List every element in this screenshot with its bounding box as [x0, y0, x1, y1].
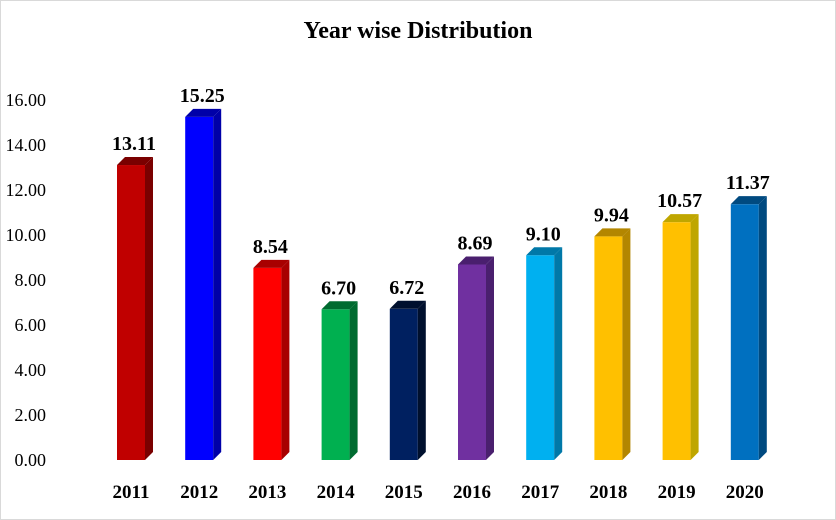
- bar-top: [730, 196, 767, 205]
- data-label: 9.94: [594, 204, 629, 226]
- bar-side: [213, 108, 222, 460]
- bar-side: [690, 214, 699, 460]
- y-tick-label: 12.00: [6, 180, 47, 200]
- bar-2011: [117, 157, 153, 460]
- bar-top: [321, 301, 358, 310]
- data-label: 6.70: [321, 277, 356, 299]
- bar-top: [458, 256, 494, 265]
- x-tick-label: 2013: [248, 482, 286, 503]
- bar-top: [389, 300, 426, 309]
- bar-top: [526, 247, 563, 256]
- bar-front: [117, 165, 145, 460]
- bars: [117, 108, 767, 461]
- bar-side: [145, 157, 153, 460]
- bar-top: [594, 228, 631, 237]
- y-tick-label: 2.00: [15, 405, 47, 425]
- x-tick-label: 2015: [385, 482, 423, 503]
- x-axis: 2011 2012 2013 2014 2015 2016 2017 2018 2019 2020: [113, 482, 764, 503]
- bar-front: [730, 204, 759, 460]
- bar-top: [662, 214, 699, 223]
- bar-top: [185, 108, 222, 117]
- bar-side: [281, 259, 290, 460]
- bar-2012: [185, 108, 222, 460]
- y-tick-label: 8.00: [15, 270, 47, 290]
- y-tick-label: 0.00: [15, 450, 47, 470]
- bar-2018: [594, 228, 631, 460]
- bar-side: [486, 256, 494, 460]
- data-label: 8.69: [458, 232, 493, 254]
- bar-side: [417, 300, 426, 460]
- data-label: 9.10: [526, 223, 561, 245]
- x-tick-label: 2014: [317, 482, 356, 503]
- bar-2014: [321, 301, 358, 460]
- bar-front: [662, 222, 691, 460]
- x-tick-label: 2018: [589, 482, 627, 503]
- bar-2015: [389, 300, 426, 460]
- data-label: 15.25: [180, 85, 225, 107]
- data-label: 10.57: [657, 190, 702, 212]
- bar-front: [321, 309, 350, 460]
- bar-2017: [526, 247, 563, 460]
- x-tick-label: 2019: [658, 482, 696, 503]
- bar-front: [526, 255, 555, 460]
- bar-2013: [253, 259, 290, 460]
- x-tick-label: 2020: [726, 482, 764, 503]
- chart-title: Year wise Distribution: [303, 18, 533, 44]
- x-tick-label: 2011: [113, 482, 150, 503]
- bar-2016: [458, 256, 494, 460]
- data-labels: 13.11 15.25 8.54 6.70 6.72 8.69 9.10 9.94 10.57 1…: [112, 85, 770, 299]
- y-tick-label: 4.00: [15, 360, 47, 380]
- y-tick-label: 14.00: [6, 135, 47, 155]
- bar-top: [117, 157, 153, 166]
- x-tick-label: 2016: [453, 482, 491, 503]
- x-tick-label: 2012: [180, 482, 218, 503]
- bar-side: [622, 228, 631, 460]
- bar-front: [458, 264, 486, 460]
- bar-front: [389, 308, 418, 460]
- y-tick-label: 10.00: [6, 225, 47, 245]
- data-label: 11.37: [726, 172, 770, 194]
- bar-side: [349, 301, 358, 460]
- bar-side: [554, 247, 563, 460]
- x-tick-label: 2017: [521, 482, 560, 503]
- y-tick-label: 6.00: [15, 315, 47, 335]
- bar-front: [185, 116, 214, 460]
- bar-2020: [730, 196, 767, 461]
- y-tick-label: 16.00: [6, 90, 47, 110]
- data-label: 8.54: [253, 236, 288, 258]
- data-label: 13.11: [112, 133, 156, 155]
- bar-2019: [662, 214, 699, 460]
- bar-side: [758, 196, 767, 461]
- data-label: 6.72: [389, 277, 424, 299]
- bar-front: [253, 267, 282, 460]
- bar-top: [253, 259, 290, 268]
- y-axis: 0.00 2.00 4.00 6.00 8.00 10.00 12.00 14.00 16.00: [6, 90, 47, 470]
- bar-front: [594, 236, 623, 460]
